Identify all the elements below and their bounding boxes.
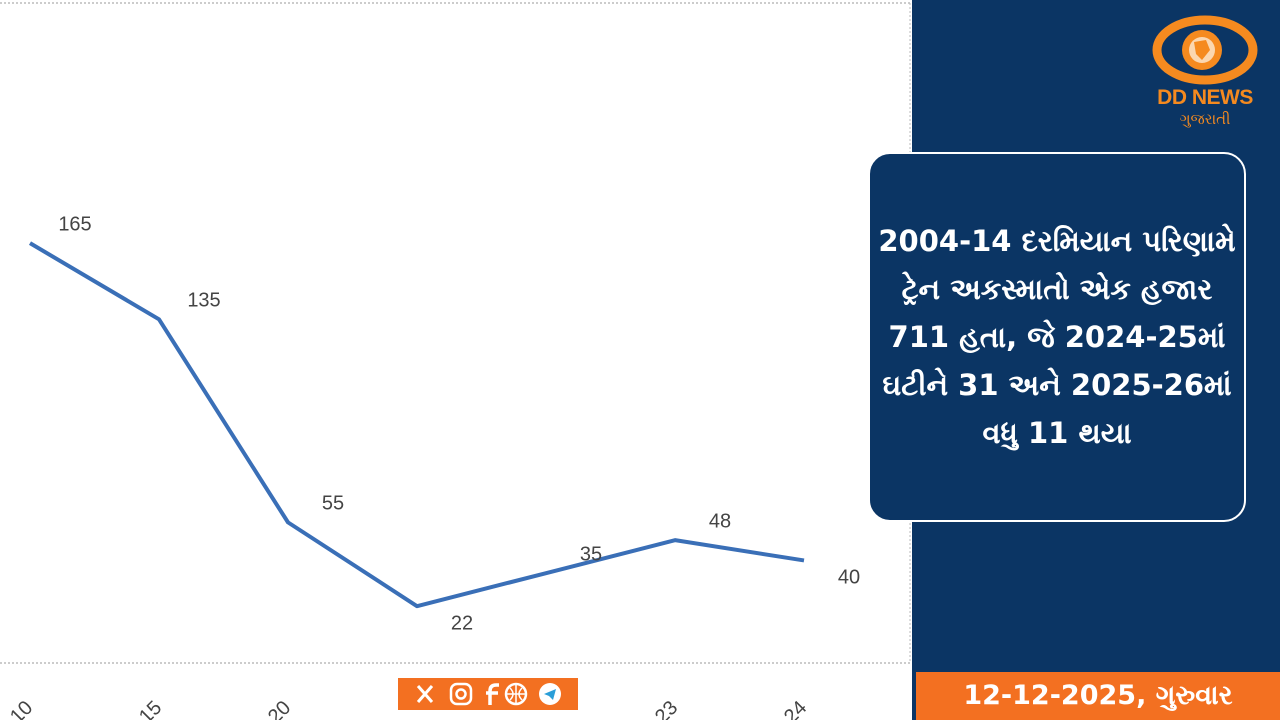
social-icons <box>416 682 561 706</box>
logo: DD NEWS ગુજરાતી <box>1150 10 1260 135</box>
x-icon[interactable] <box>416 685 434 703</box>
data-label: 55 <box>322 493 344 515</box>
data-label: 22 <box>451 612 473 634</box>
headline-card: 2004-14 દરમિયાન પરિણામે ટ્રેન અકસ્માતો એ… <box>868 152 1246 522</box>
data-label: 165 <box>58 213 91 235</box>
data-label: 40 <box>838 567 860 589</box>
data-label: 48 <box>709 510 731 532</box>
chart: 10 15 20 23 24 165 135 55 22 35 48 40 <box>0 2 911 720</box>
instagram-icon[interactable] <box>449 682 473 706</box>
headline: 2004-14 દરમિયાન પરિણામે ટ્રેન અકસ્માતો એ… <box>878 224 1236 450</box>
x-tick-label: 24 <box>780 697 811 720</box>
instagram-lens <box>455 688 467 700</box>
data-label: 35 <box>580 543 602 565</box>
brand-subtitle: ગુજરાતી <box>1179 110 1231 128</box>
date: 12-12-2025, ગુરુવાર <box>916 672 1280 720</box>
x-tick-label: 23 <box>651 697 682 720</box>
web-icon-lines <box>506 684 526 704</box>
telegram-plane <box>544 689 556 700</box>
x-tick-label: 15 <box>135 697 166 720</box>
logo-mark <box>1152 15 1258 85</box>
brand-name: DD NEWS <box>1157 86 1253 109</box>
x-tick-label: 20 <box>264 697 295 720</box>
x-tick-label: 10 <box>6 697 37 720</box>
data-label: 135 <box>187 290 220 312</box>
facebook-icon[interactable] <box>486 683 499 705</box>
line-series <box>28 241 805 609</box>
social-bar <box>398 678 578 710</box>
